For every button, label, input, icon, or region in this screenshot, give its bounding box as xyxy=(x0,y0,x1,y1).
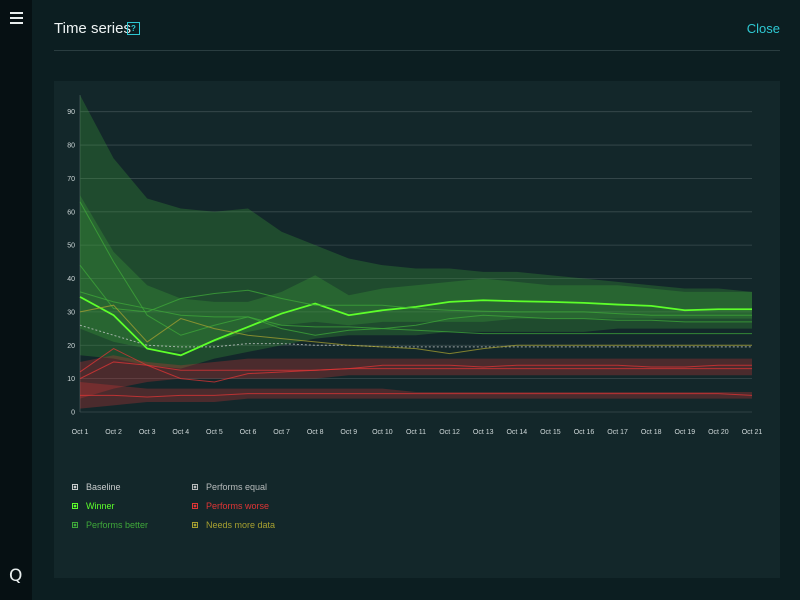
y-tick-label: 40 xyxy=(67,276,75,283)
y-tick-label: 80 xyxy=(67,143,75,150)
x-tick-label: Oct 16 xyxy=(574,429,595,436)
y-tick-label: 10 xyxy=(67,376,75,383)
series-line-worse xyxy=(79,361,752,383)
y-tick-label: 70 xyxy=(67,176,75,183)
x-tick-label: Oct 5 xyxy=(206,429,223,436)
x-tick-label: Oct 20 xyxy=(708,429,729,436)
x-tick-label: Oct 6 xyxy=(240,429,257,436)
y-tick-label: 0 xyxy=(71,410,75,417)
chart-legend: Baseline Winner Performs better Performs eq… xyxy=(72,482,492,542)
x-tick-label: Oct 12 xyxy=(439,429,460,436)
x-tick-label: Oct 9 xyxy=(340,429,357,436)
header-divider xyxy=(54,50,780,51)
confidence-band-better xyxy=(80,95,752,369)
close-button[interactable]: Close xyxy=(746,21,780,36)
series-line-worse xyxy=(79,348,752,373)
x-tick-label: Oct 13 xyxy=(473,429,494,436)
x-tick-label: Oct 17 xyxy=(607,429,628,436)
confidence-band-better xyxy=(80,195,752,352)
x-tick-label: Oct 2 xyxy=(105,429,122,436)
legend-item-more-data[interactable]: Needs more data xyxy=(192,520,275,530)
x-tick-label: Oct 19 xyxy=(674,429,695,436)
page-title: Time series xyxy=(54,20,131,37)
legend-item-baseline[interactable]: Baseline xyxy=(72,482,121,492)
y-tick-label: 60 xyxy=(67,209,75,216)
legend-swatch-icon xyxy=(192,484,198,490)
confidence-band-worse xyxy=(80,355,752,399)
hamburger-menu-icon[interactable] xyxy=(10,12,23,24)
legend-item-better[interactable]: Performs better xyxy=(72,520,148,530)
x-tick-label: Oct 14 xyxy=(506,429,527,436)
x-tick-label: Oct 8 xyxy=(307,429,324,436)
series-line-worse xyxy=(80,393,753,398)
y-tick-label: 90 xyxy=(67,109,75,116)
series-line-better xyxy=(79,201,752,336)
x-tick-label: Oct 7 xyxy=(273,429,290,436)
series-line-winner xyxy=(79,296,752,357)
y-tick-label: 20 xyxy=(67,343,75,350)
confidence-band-worse xyxy=(80,381,752,409)
y-tick-label: 30 xyxy=(67,309,75,316)
x-tick-label: Oct 3 xyxy=(139,429,156,436)
chart-panel xyxy=(54,81,780,578)
legend-item-worse[interactable]: Performs worse xyxy=(192,501,269,511)
x-tick-label: Oct 10 xyxy=(372,429,393,436)
series-line-more_data xyxy=(79,304,752,355)
x-tick-label: Oct 11 xyxy=(406,429,426,436)
x-tick-label: Oct 4 xyxy=(172,429,189,436)
series-line-better xyxy=(79,291,752,335)
legend-label: Performs better xyxy=(86,520,149,530)
help-icon[interactable]: ? xyxy=(127,22,140,35)
x-tick-label: Oct 15 xyxy=(540,429,561,436)
legend-label: Baseline xyxy=(86,482,121,492)
legend-swatch-icon xyxy=(192,503,198,509)
legend-swatch-icon xyxy=(192,522,198,528)
legend-label: Winner xyxy=(86,501,115,511)
legend-swatch-icon xyxy=(72,522,78,528)
legend-swatch-icon xyxy=(72,503,78,509)
legend-label: Needs more data xyxy=(206,520,276,530)
x-tick-label: Oct 21 xyxy=(742,429,763,436)
sidebar: Q xyxy=(0,0,32,600)
x-tick-label: Oct 1 xyxy=(72,429,89,436)
app-logo: Q xyxy=(9,566,23,586)
x-tick-label: Oct 18 xyxy=(641,429,662,436)
series-line-better xyxy=(79,264,752,316)
legend-item-winner[interactable]: Winner xyxy=(72,501,115,511)
legend-swatch-icon xyxy=(72,484,78,490)
y-tick-label: 50 xyxy=(67,243,75,250)
legend-label: Performs worse xyxy=(206,501,270,511)
legend-item-equal[interactable]: Performs equal xyxy=(192,482,267,492)
legend-label: Performs equal xyxy=(206,482,268,492)
